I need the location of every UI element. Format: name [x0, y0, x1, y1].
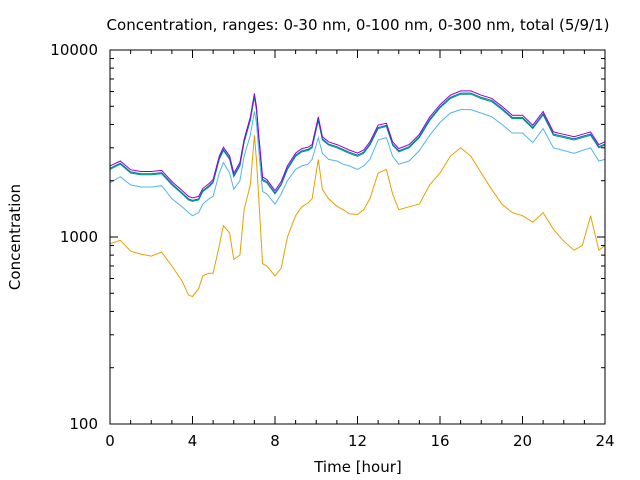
- x-axis-title: Time [hour]: [313, 458, 402, 476]
- series-line-5: [109, 90, 606, 199]
- series-line-1: [109, 135, 606, 298]
- y-axis-title: Concentration: [6, 184, 24, 290]
- y-tick-label: 100: [69, 415, 98, 433]
- series-layer: [109, 90, 606, 298]
- x-tick-label: 20: [513, 432, 532, 450]
- tick-label-layer: 0 4 8 12 16 20 24 100 1000 10000: [50, 41, 614, 450]
- tick-layer: [109, 49, 606, 425]
- series-line-4: [109, 92, 606, 201]
- x-tick-label: 0: [105, 432, 115, 450]
- plot-frame: [109, 49, 606, 425]
- chart-title: Concentration, ranges: 0-30 nm, 0-100 nm…: [107, 16, 610, 34]
- y-tick-label: 10000: [50, 41, 98, 59]
- x-tick-label: 8: [270, 432, 280, 450]
- series-line-2: [109, 109, 606, 217]
- x-tick-label: 24: [595, 432, 614, 450]
- x-tick-label: 16: [430, 432, 449, 450]
- series-line-3: [109, 93, 606, 202]
- x-tick-label: 12: [348, 432, 367, 450]
- x-tick-label: 4: [188, 432, 198, 450]
- y-tick-label: 1000: [60, 228, 98, 246]
